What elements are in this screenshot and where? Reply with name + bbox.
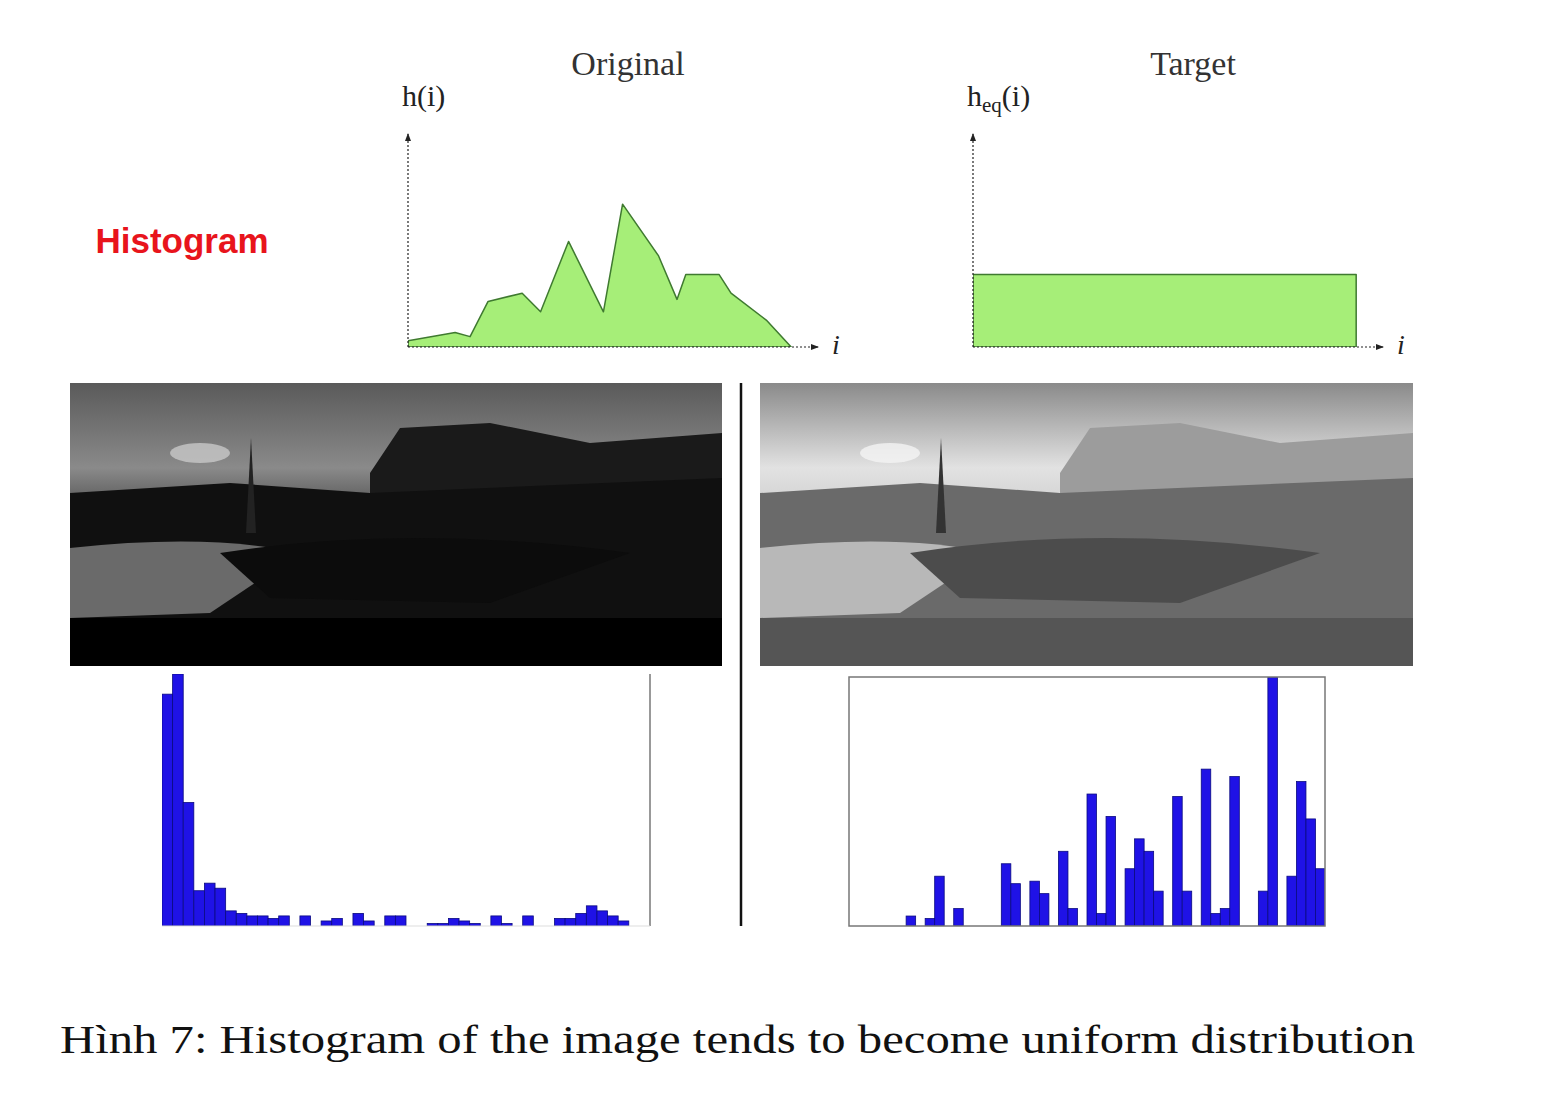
- histogram-bar: [162, 694, 173, 926]
- histogram-bar: [395, 916, 406, 926]
- histogram-bar: [194, 891, 205, 926]
- histogram-bar: [204, 883, 215, 926]
- histogram-bar: [353, 913, 364, 926]
- figure-label: Histogram: [95, 221, 268, 260]
- histogram-bar: [183, 803, 194, 926]
- y-axis: [972, 134, 973, 347]
- histogram-bar: [1030, 881, 1040, 926]
- y-axis: [407, 134, 408, 347]
- histogram-bar: [300, 916, 311, 926]
- histogram-bar: [1001, 864, 1011, 926]
- chart-title: Original: [571, 45, 684, 82]
- histogram-bar: [555, 918, 566, 926]
- x-axis-label: i: [1397, 329, 1405, 360]
- histogram-bar: [385, 916, 396, 926]
- histogram-bar: [597, 911, 608, 926]
- area: [973, 275, 1356, 347]
- area-chart: Original h(i) i: [402, 45, 840, 360]
- histogram-bar: [268, 918, 279, 926]
- plot-area: [973, 275, 1356, 347]
- divider: [740, 383, 743, 926]
- figure: Histogram Original h(i) i Target heq(i) i Hình …: [0, 0, 1552, 1098]
- photo: [760, 383, 1413, 666]
- histogram-bar: [459, 921, 470, 926]
- histogram-bar: [1058, 851, 1068, 926]
- histogram-bar: [608, 916, 619, 926]
- histogram-bar: [247, 916, 258, 926]
- histogram-bar: [1125, 869, 1135, 926]
- histogram-bar: [1296, 782, 1306, 926]
- plot-area: [162, 674, 629, 926]
- histogram-bar: [618, 921, 629, 926]
- x-axis: [973, 346, 1383, 347]
- chart-title: Target: [1150, 45, 1236, 82]
- photo: [70, 383, 722, 666]
- x-axis-label: i: [832, 329, 840, 360]
- histogram-bar: [565, 918, 576, 926]
- histogram: [849, 677, 1325, 926]
- histogram-bar: [279, 916, 290, 926]
- histogram-bar: [906, 916, 916, 926]
- histogram-bar: [1315, 869, 1325, 926]
- x-axis: [162, 926, 650, 927]
- histogram-bar: [1306, 819, 1316, 926]
- histogram-bar: [1230, 777, 1240, 926]
- caption: Hình 7: Histogram of the image tends to …: [60, 1017, 1415, 1062]
- histogram-bar: [1258, 891, 1268, 926]
- histogram-bar: [1039, 894, 1049, 926]
- area: [408, 204, 791, 347]
- plot-frame: [849, 677, 1325, 926]
- histogram-bar: [1135, 839, 1145, 926]
- area-chart: Target heq(i) i: [967, 45, 1405, 360]
- plot-area: [906, 677, 1325, 926]
- histogram-bar: [1011, 884, 1021, 926]
- histogram-bar: [173, 674, 184, 926]
- histogram-bar: [364, 921, 375, 926]
- histogram-bar: [1268, 677, 1278, 926]
- histogram-bar: [332, 918, 343, 926]
- histogram-bar: [1173, 797, 1183, 926]
- histogram-bar: [925, 919, 935, 926]
- histogram-bar: [935, 876, 945, 926]
- x-axis: [408, 346, 818, 347]
- histogram-bar: [1211, 914, 1221, 926]
- histogram-bar: [257, 916, 268, 926]
- histogram-bar: [576, 913, 587, 926]
- histogram-bar: [226, 911, 237, 926]
- histogram-bar: [954, 909, 964, 926]
- histogram-bar: [586, 906, 597, 926]
- histogram-bar: [1201, 769, 1211, 926]
- histogram-bar: [236, 913, 247, 926]
- histogram-bar: [215, 888, 226, 926]
- histogram-bar: [1097, 914, 1107, 926]
- histogram-bar: [1220, 909, 1230, 926]
- histogram-bar: [1068, 909, 1078, 926]
- histogram-bar: [1287, 876, 1297, 926]
- histogram-bar: [1154, 891, 1164, 926]
- plot-edge: [649, 674, 650, 926]
- y-axis-label: heq(i): [967, 79, 1030, 117]
- histogram: [162, 674, 650, 926]
- histogram-bar: [321, 921, 332, 926]
- histogram-bar: [448, 918, 459, 926]
- histogram-bar: [523, 916, 534, 926]
- histogram-bar: [491, 916, 502, 926]
- histogram-bar: [1106, 816, 1116, 926]
- histogram-bar: [1087, 794, 1097, 926]
- histogram-bar: [1182, 891, 1192, 926]
- plot-area: [408, 204, 791, 347]
- y-axis-label: h(i): [402, 79, 445, 113]
- histogram-bar: [1144, 851, 1154, 926]
